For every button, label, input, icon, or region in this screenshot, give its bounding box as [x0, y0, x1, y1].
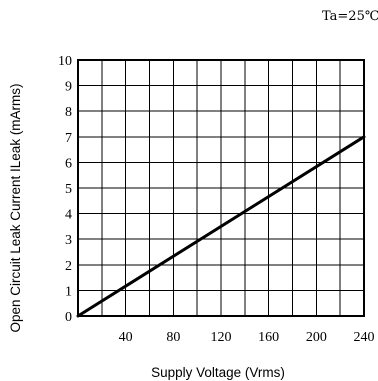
temperature-annotation: Ta=25℃ — [322, 9, 378, 24]
x-axis-label: Supply Voltage (Vrms) — [151, 365, 285, 380]
series-line — [76, 135, 366, 318]
y-axis-label: Open Circuit Leak Current ILeak (mArms) — [8, 83, 23, 332]
y-tick-label: 9 — [65, 80, 72, 95]
x-tick-labels: 40 80 120 160 200 240 — [119, 330, 375, 345]
x-tick-label: 160 — [258, 330, 279, 345]
y-tick-label: 6 — [65, 156, 72, 171]
x-tick-label: 40 — [119, 330, 133, 345]
y-tick-label: 7 — [65, 131, 72, 146]
x-tick-label: 240 — [354, 330, 375, 345]
series-layer — [76, 135, 366, 318]
grid — [78, 60, 364, 316]
plot-frame — [77, 59, 365, 317]
y-tick-label: 10 — [58, 54, 72, 69]
x-tick-label: 80 — [166, 330, 180, 345]
y-tick-labels: 0 1 2 3 4 5 6 7 8 9 10 — [58, 54, 72, 325]
y-tick-label: 8 — [65, 105, 72, 120]
y-tick-label: 5 — [65, 182, 72, 197]
y-tick-label: 4 — [65, 208, 72, 223]
y-tick-label: 0 — [65, 310, 72, 325]
x-tick-label: 120 — [211, 330, 232, 345]
y-tick-label: 1 — [65, 284, 72, 299]
y-tick-label: 2 — [65, 259, 72, 274]
x-tick-label: 200 — [306, 330, 327, 345]
y-tick-label: 3 — [65, 233, 72, 248]
